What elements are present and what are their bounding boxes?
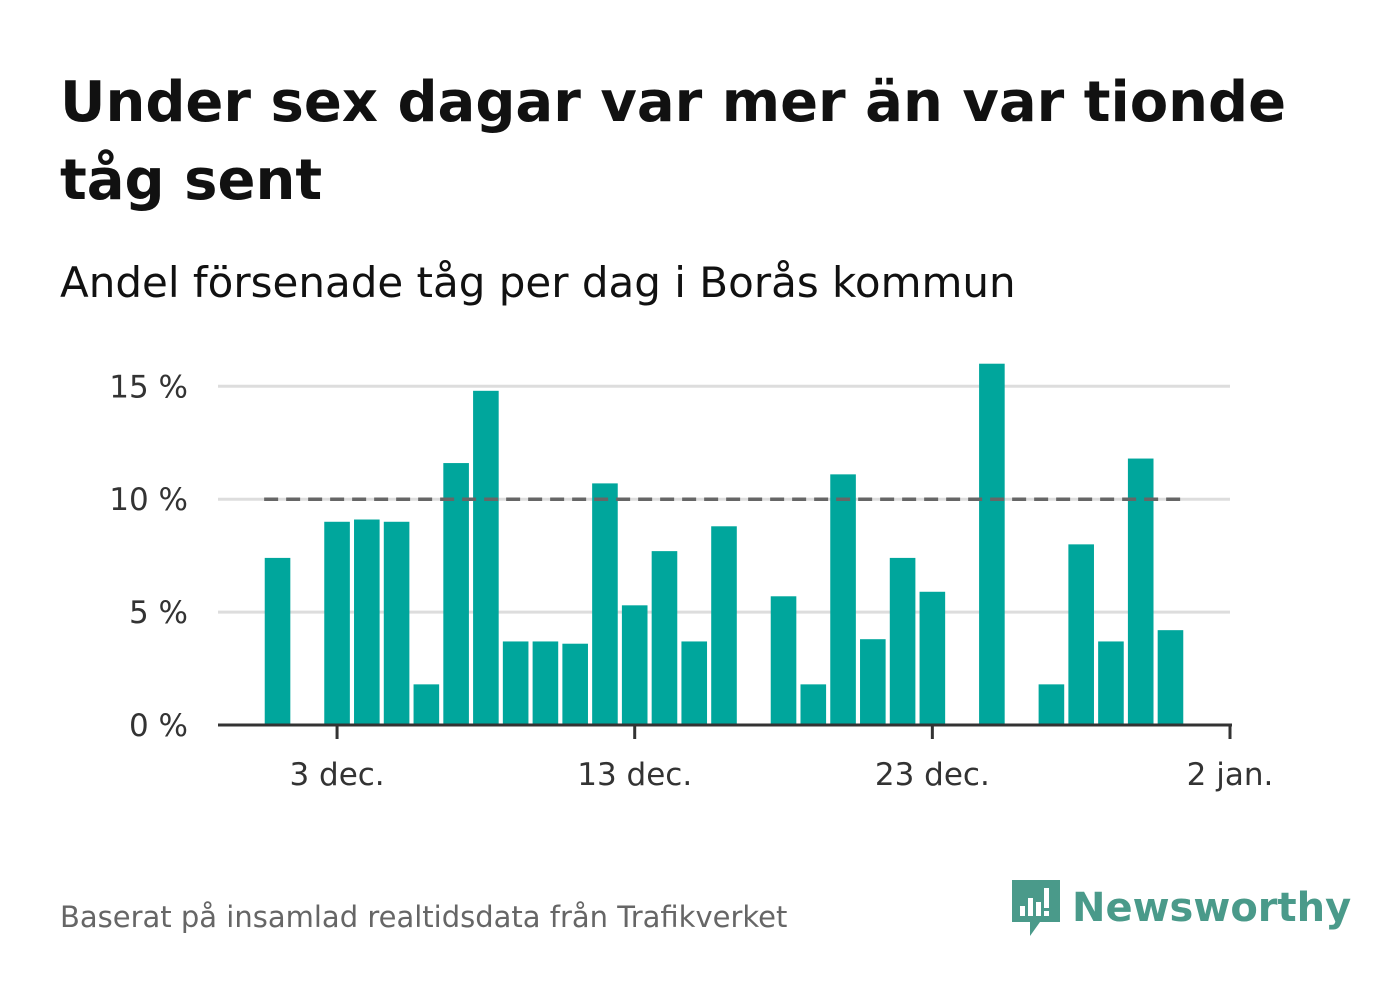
- chart-title: Under sex dagar var mer än var tionde tå…: [60, 70, 1287, 213]
- brand[interactable]: Newsworthy: [1010, 878, 1351, 938]
- axes: 0 % 5 % 10 % 15 % 3 dec. 13 dec. 23 dec. 2 jan.: [109, 369, 1273, 793]
- brand-name: Newsworthy: [1072, 885, 1352, 931]
- bar: [324, 521, 350, 725]
- bar: [711, 526, 737, 725]
- bar: [1038, 684, 1065, 725]
- bars: [264, 363, 1184, 725]
- bar: [979, 363, 1005, 725]
- x-tick-label: 3 dec.: [289, 757, 384, 793]
- y-tick-label: 10 %: [109, 482, 188, 518]
- bar: [919, 591, 946, 725]
- source-note: Baserat på insamlad realtidsdata från Tr…: [60, 900, 788, 934]
- bar: [681, 641, 708, 725]
- newsworthy-logo-icon: [1012, 880, 1060, 936]
- bar: [562, 643, 588, 725]
- bar: [1127, 458, 1154, 725]
- bar: [413, 684, 440, 725]
- y-tick-label: 0 %: [129, 708, 188, 744]
- bar: [800, 684, 827, 725]
- y-tick-label: 5 %: [129, 595, 188, 631]
- chart-subtitle: Andel försenade tåg per dag i Borås komm…: [60, 258, 1016, 307]
- bar: [621, 605, 648, 725]
- bar-chart: 0 % 5 % 10 % 15 % 3 dec. 13 dec. 23 dec. 2 jan.: [109, 363, 1273, 793]
- x-tick-label: 23 dec.: [875, 757, 990, 793]
- bar: [592, 483, 618, 725]
- bar: [354, 519, 380, 725]
- bar: [502, 641, 529, 725]
- bar: [1068, 544, 1094, 725]
- bar: [532, 641, 559, 725]
- bar: [443, 463, 469, 725]
- bar: [1098, 641, 1124, 725]
- bar: [1157, 630, 1184, 725]
- y-tick-label: 15 %: [109, 369, 188, 405]
- bar: [860, 639, 886, 725]
- bar: [383, 521, 410, 725]
- bar: [770, 596, 797, 725]
- bar: [830, 474, 856, 725]
- bar: [889, 557, 916, 725]
- x-tick-label: 13 dec.: [577, 757, 692, 793]
- bar: [651, 551, 678, 725]
- x-tick-label: 2 jan.: [1187, 757, 1274, 793]
- bar: [473, 390, 499, 725]
- bar: [264, 557, 291, 725]
